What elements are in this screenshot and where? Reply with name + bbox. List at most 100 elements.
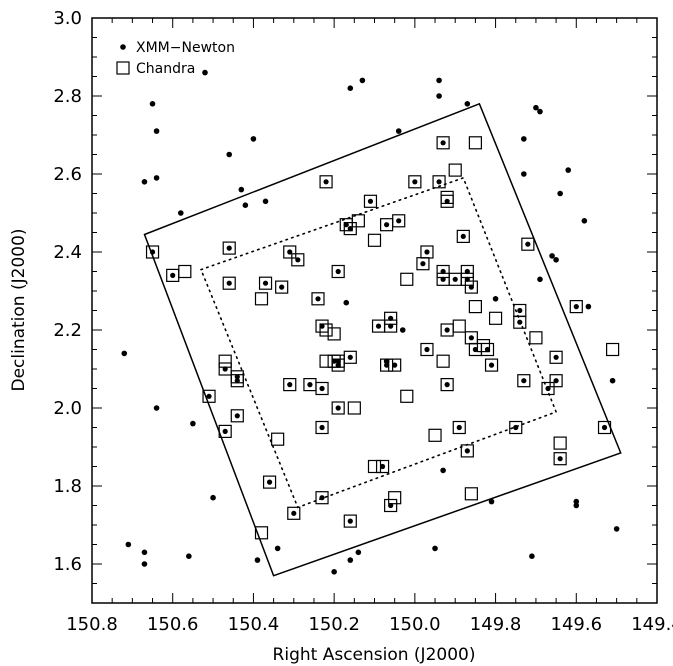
- chandra-point-matched-dot: [287, 249, 293, 255]
- chandra-point: [363, 194, 378, 208]
- chandra-point-matched-dot: [335, 358, 341, 364]
- chandra-point-matched-dot: [343, 222, 349, 228]
- chandra-point: [315, 491, 329, 505]
- chandra-point: [408, 175, 422, 189]
- xmm-point: [399, 327, 406, 333]
- chandra-point-matched-dot: [384, 222, 390, 228]
- chandra-point: [343, 350, 357, 364]
- y-tick-label: 1.8: [53, 476, 82, 497]
- chandra-point-matched-dot: [315, 296, 321, 302]
- xmm-point: [573, 502, 580, 509]
- chandra-point-matched-dot: [553, 354, 559, 360]
- chandra-point-matched-dot: [335, 268, 341, 275]
- chandra-point-matched-dot: [440, 276, 446, 282]
- chandra-point: [375, 459, 390, 474]
- chandra-point-matched-dot: [347, 518, 353, 524]
- chandra-point: [275, 280, 289, 294]
- chandra-point: [448, 272, 462, 286]
- chandra-point-matched-dot: [525, 241, 531, 247]
- chandra-point: [484, 358, 499, 372]
- chandra-point-open: [400, 272, 414, 286]
- chandra-point: [480, 342, 495, 357]
- xmm-point: [359, 77, 366, 84]
- xmm-point: [190, 420, 196, 427]
- chandra-point-matched-dot: [331, 358, 337, 364]
- chandra-point: [262, 475, 277, 489]
- y-axis-title: Declination (J2000): [9, 228, 29, 391]
- x-tick-label: 149.4: [631, 614, 673, 635]
- chandra-point: [287, 506, 301, 520]
- xmm-point: [440, 467, 446, 474]
- chandra-point: [541, 381, 555, 396]
- chandra-point-matched-dot: [517, 319, 523, 325]
- x-tick-label: 150.6: [147, 614, 199, 635]
- chandra-point-matched-dot: [287, 382, 293, 388]
- chandra-point-matched-dot: [460, 233, 466, 239]
- legend-square-marker: [116, 61, 130, 75]
- xmm-point: [537, 276, 543, 283]
- chandra-point: [283, 245, 297, 259]
- chandra-point-open: [218, 354, 232, 368]
- xmm-point: [609, 377, 616, 384]
- chandra-point-matched-dot: [234, 413, 240, 419]
- chandra-point-matched-dot: [319, 385, 325, 392]
- xmm-point: [585, 303, 592, 310]
- chandra-point-matched-dot: [472, 346, 478, 353]
- plot-frame: [91, 17, 658, 604]
- xmm-point: [529, 553, 535, 559]
- chandra-point-matched-dot: [170, 272, 176, 278]
- chandra-point-matched-dot: [424, 346, 430, 353]
- xmm-point: [141, 179, 148, 185]
- chandra-point-matched-dot: [601, 424, 608, 431]
- chandra-point-open: [436, 354, 450, 368]
- x-tick-label: 150.2: [308, 614, 360, 635]
- chandra-point-open: [529, 331, 543, 345]
- xmm-point: [613, 526, 620, 532]
- chandra-point-matched-dot: [226, 245, 232, 251]
- x-tick-label: 150.0: [389, 614, 441, 635]
- chandra-point-matched-dot: [444, 327, 450, 333]
- chandra-point-open: [319, 323, 333, 337]
- chandra-point-matched-dot: [468, 335, 474, 341]
- chandra-point: [222, 276, 236, 290]
- xmm-point: [153, 175, 160, 181]
- chandra-point-open: [400, 389, 414, 403]
- xmm-point: [331, 569, 337, 575]
- x-tick-label: 150.8: [66, 614, 118, 635]
- xmm-point: [521, 136, 527, 142]
- xmm-point: [521, 171, 527, 177]
- chandra-point-open: [367, 233, 382, 247]
- chandra-point-matched-dot: [319, 495, 325, 501]
- xmm-point: [177, 210, 184, 216]
- chandra-point: [517, 374, 531, 388]
- x-tick-label: 149.6: [551, 614, 603, 635]
- xmm-point: [125, 541, 132, 548]
- chandra-point: [432, 175, 446, 189]
- legend: XMM−Newton Chandra: [116, 40, 235, 77]
- y-tick-label: 3.0: [53, 8, 82, 29]
- chandra-point-open: [254, 292, 269, 306]
- chandra-point: [521, 237, 535, 251]
- xmm-point: [432, 545, 438, 552]
- chandra-point-matched-dot: [436, 179, 442, 185]
- chandra-point: [319, 175, 333, 189]
- chandra-point: [436, 136, 450, 150]
- chandra-point: [145, 245, 160, 259]
- chandra-point-matched-dot: [444, 198, 450, 204]
- xmm-point: [581, 218, 588, 224]
- chandra-point-matched-dot: [468, 284, 474, 290]
- chandra-point: [416, 257, 430, 271]
- chandra-point-open: [319, 354, 333, 368]
- xmm-point: [153, 128, 160, 134]
- chandra-point: [460, 444, 474, 458]
- x-tick-labels: 150.8 150.6 150.4 150.2 150.0 149.8 149.6 149.4: [66, 614, 673, 635]
- chandra-point: [311, 292, 325, 306]
- chandra-point: [315, 381, 329, 396]
- y-tick-label: 2.6: [53, 164, 82, 185]
- chandra-point-open: [351, 214, 365, 228]
- chandra-point: [569, 300, 583, 314]
- chandra-point-matched-dot: [206, 393, 212, 399]
- xmm-point: [573, 498, 580, 505]
- chandra-point-open: [448, 163, 462, 177]
- chandra-point-matched-dot: [234, 378, 240, 384]
